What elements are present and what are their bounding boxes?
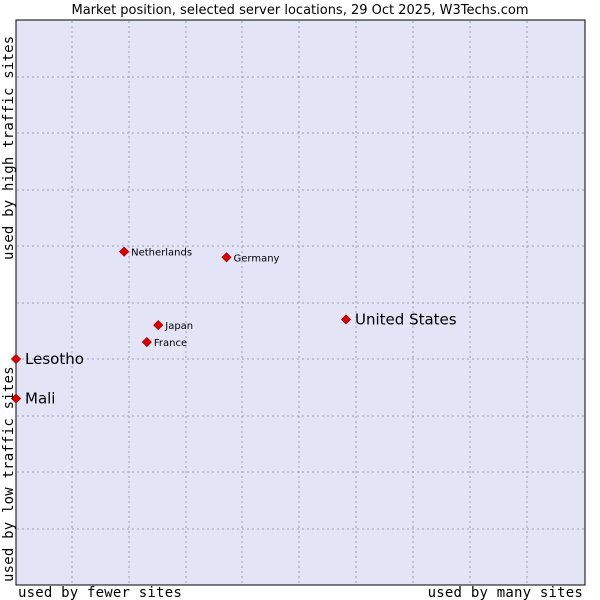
label-germany: Germany	[234, 253, 280, 264]
x-axis-label-low: used by fewer sites	[18, 585, 182, 600]
chart-title: Market position, selected server locatio…	[71, 3, 528, 18]
data-points: United States Netherlands Germany Japan Fran…	[10, 246, 457, 408]
marker-mali[interactable]	[10, 393, 22, 404]
marker-united-states[interactable]	[340, 314, 352, 325]
marker-germany[interactable]	[221, 252, 232, 263]
point-netherlands[interactable]: Netherlands	[119, 246, 192, 259]
marker-netherlands[interactable]	[119, 246, 130, 257]
grid-lines	[17, 21, 584, 584]
y-axis-label-low: used by low traffic sites	[1, 366, 17, 582]
point-france[interactable]: France	[141, 336, 187, 350]
label-mali: Mali	[25, 390, 55, 408]
point-united-states[interactable]: United States	[340, 310, 457, 328]
marker-lesotho[interactable]	[10, 353, 22, 365]
point-lesotho[interactable]: Lesotho	[10, 350, 84, 368]
label-japan: Japan	[164, 321, 193, 332]
point-japan[interactable]: Japan	[153, 320, 193, 333]
point-mali[interactable]: Mali	[10, 390, 56, 408]
point-germany[interactable]: Germany	[221, 252, 280, 264]
marker-japan[interactable]	[153, 320, 164, 331]
marker-france[interactable]	[141, 336, 152, 348]
x-axis-label-high: used by many sites	[428, 585, 583, 600]
plot-area	[15, 19, 586, 586]
label-united-states: United States	[355, 310, 457, 328]
y-axis-label-high: used by high traffic sites	[1, 36, 17, 260]
label-france: France	[154, 338, 187, 349]
label-netherlands: Netherlands	[131, 248, 192, 259]
label-lesotho: Lesotho	[25, 350, 84, 368]
